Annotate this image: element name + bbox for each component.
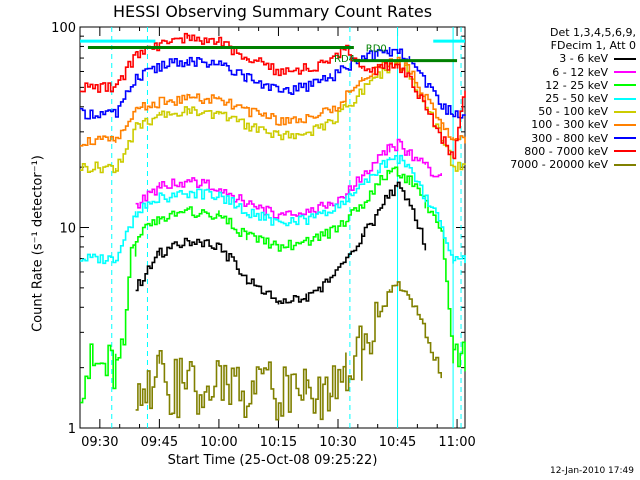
legend-item: 7000 - 20000 keV (470, 158, 636, 171)
legend-label: 25 - 50 keV (545, 91, 608, 105)
legend-swatch (614, 123, 636, 126)
legend-item: 100 - 300 keV (470, 118, 636, 131)
x-tick-label: 10:00 (200, 435, 237, 450)
annotation-rd0: RD0 (366, 44, 387, 55)
series-line-800-7000-kev (80, 32, 466, 160)
x-axis-label: Start Time (25-Oct-08 09:25:22) (167, 453, 378, 468)
annotation-rd4: RD4 (334, 54, 355, 65)
legend-item: 6 - 12 keV (470, 66, 636, 79)
series-line-12-25-kev (80, 166, 466, 404)
legend-item: 12 - 25 keV (470, 79, 636, 92)
series-line-25-50-kev (80, 154, 466, 265)
legend-label: 300 - 800 keV (531, 131, 608, 145)
legend-item: 50 - 100 keV (470, 105, 636, 118)
legend-label: 12 - 25 keV (545, 78, 608, 92)
legend-label: 6 - 12 keV (552, 65, 608, 79)
y-tick-label: 100 (51, 21, 76, 36)
legend-item: 800 - 7000 keV (470, 145, 636, 158)
series-line-7000-20000-kev (135, 281, 442, 421)
legend-swatch (614, 58, 636, 60)
legend-swatch (614, 97, 636, 100)
legend-label: 800 - 7000 keV (524, 144, 608, 158)
y-tick-label: 1 (68, 422, 76, 437)
x-tick-label: 11:00 (438, 435, 475, 450)
plot-frame (79, 26, 466, 429)
y-tick-label: 10 (59, 222, 76, 237)
series-line-300-800-kev (80, 47, 466, 120)
legend-label: 50 - 100 keV (538, 105, 608, 119)
legend-item: 300 - 800 keV (470, 132, 636, 145)
series-line-6-12-kev (135, 138, 442, 220)
legend-swatch (614, 137, 636, 140)
legend-label: 3 - 6 keV (559, 52, 608, 66)
legend-label: 100 - 300 keV (531, 118, 608, 132)
x-tick-label: 10:15 (260, 435, 297, 450)
legend-swatch (614, 84, 636, 87)
x-tick-label: 09:45 (141, 435, 178, 450)
x-tick-label: 09:30 (81, 435, 118, 450)
legend-swatch (614, 163, 636, 166)
chart-title: HESSI Observing Summary Count Rates (112, 2, 433, 21)
legend-item: 3 - 6 keV (470, 52, 636, 65)
legend-label: 7000 - 20000 keV (510, 157, 608, 171)
legend-header-line: Det 1,3,4,5,6,9, (549, 26, 636, 39)
timestamp: 12-Jan-2010 17:49 (549, 466, 634, 476)
legend-swatch (614, 110, 636, 113)
legend-header-line: FDecim 1, Att 0 (550, 39, 636, 53)
x-tick-label: 10:30 (319, 435, 356, 450)
x-tick-label: 10:45 (379, 435, 416, 450)
y-axis-label: Count Rate (s⁻¹ detector⁻¹) (30, 155, 46, 332)
legend-item: 25 - 50 keV (470, 92, 636, 105)
legend-swatch (614, 150, 636, 153)
series-line-3-6-kev (135, 181, 427, 305)
legend-swatch (614, 71, 636, 74)
